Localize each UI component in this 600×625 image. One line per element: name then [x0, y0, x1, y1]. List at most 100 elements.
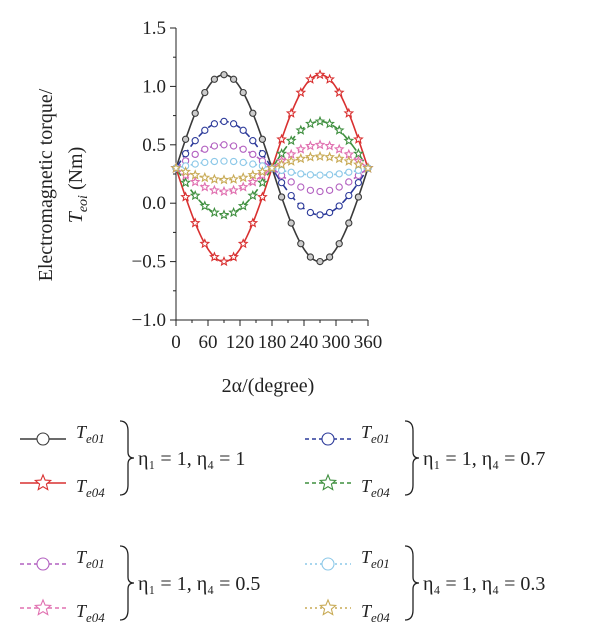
legend-symbol: T [76, 476, 88, 496]
circle-marker [220, 71, 228, 79]
star-marker [314, 69, 326, 80]
circle-marker [249, 160, 257, 168]
legend-label: Te04 [76, 601, 105, 625]
circle-marker [325, 186, 334, 195]
star-marker [295, 153, 307, 164]
star-marker [318, 598, 338, 616]
y-tick-label: −1.0 [132, 310, 166, 331]
circle-marker [239, 126, 247, 134]
star-marker [266, 162, 278, 173]
y-axis-title-subscript: eoi [76, 195, 91, 212]
x-tick-label: 360 [354, 332, 383, 353]
star-marker [324, 73, 335, 84]
star-marker [257, 177, 268, 188]
circle-marker [297, 183, 305, 191]
star-marker [237, 171, 249, 183]
star-marker [333, 143, 345, 154]
circle-marker [306, 186, 315, 195]
circle-marker [306, 208, 315, 217]
star-marker [170, 162, 182, 173]
x-axis-title: 2α/(degree) [222, 375, 315, 397]
y-axis-title-line1: Electromagnetic torque/ [35, 88, 57, 281]
legend-brace [119, 420, 135, 496]
circle-marker [181, 135, 190, 143]
legend-label: Te04 [361, 601, 390, 625]
star-marker [305, 140, 316, 151]
circle-marker [325, 208, 334, 217]
circle-marker [325, 253, 334, 261]
legend-subscript: e04 [371, 485, 390, 500]
circle-marker [321, 557, 335, 571]
star-marker [324, 140, 335, 151]
legend-symbol: T [76, 422, 88, 442]
legend-label: Te04 [361, 476, 390, 500]
circle-marker [229, 75, 238, 83]
circle-marker [201, 145, 209, 153]
circle-marker [316, 171, 324, 179]
legend-subscript: e01 [371, 556, 390, 571]
y-tick-label: 1.0 [142, 76, 166, 97]
star-marker [285, 155, 297, 166]
star-marker [285, 107, 297, 118]
legend-label: Te01 [361, 422, 390, 446]
circle-marker [321, 432, 335, 446]
star-marker [247, 169, 259, 180]
star-marker [180, 166, 191, 177]
torque-chart: −1.0 −0.5 0.0 0.5 1.0 1.5 0 60 120 180 240 300 360 E… [35, 18, 383, 397]
star-marker [247, 176, 259, 187]
circle-marker [335, 240, 343, 248]
y-tick-label: 1.5 [142, 18, 166, 39]
circle-marker [249, 109, 257, 117]
circle-marker [201, 88, 209, 97]
star-marker [343, 107, 355, 118]
star-marker [189, 169, 201, 180]
circle-marker [277, 166, 286, 175]
star-marker [180, 169, 191, 180]
star-marker [276, 158, 287, 170]
star-marker [333, 86, 345, 98]
legend-label: Te01 [76, 547, 105, 571]
circle-marker [325, 171, 334, 179]
legend-brace [404, 545, 420, 621]
star-marker [180, 191, 191, 202]
circle-marker [229, 142, 238, 150]
star-marker [305, 151, 316, 162]
star-marker [199, 171, 211, 183]
circle-marker [239, 88, 247, 97]
circle-marker [258, 135, 267, 143]
circle-marker [335, 183, 343, 191]
star-marker [189, 217, 201, 228]
star-marker [189, 176, 201, 187]
star-marker [237, 200, 249, 211]
star-marker [324, 151, 335, 162]
circle-marker [297, 170, 305, 178]
legend-subscript: e04 [86, 485, 105, 500]
star-marker [285, 135, 297, 146]
circle-marker [316, 211, 324, 219]
star-marker [228, 173, 239, 184]
star-marker [209, 206, 220, 218]
star-marker [276, 133, 287, 144]
star-marker [237, 181, 249, 192]
x-tick-label: 0 [171, 332, 181, 353]
circle-marker [210, 157, 219, 166]
star-marker [209, 251, 220, 262]
star-marker [33, 473, 53, 491]
star-marker [314, 150, 326, 162]
legend-condition: η₁ = 1, η₄ = 1 [138, 448, 245, 470]
star-marker [362, 162, 374, 173]
circle-marker [345, 168, 353, 176]
star-marker [199, 238, 211, 249]
circle-marker [316, 187, 324, 196]
y-axis-title-unit: (Nm) [65, 147, 87, 195]
circle-marker [287, 178, 295, 186]
star-marker [314, 139, 326, 150]
star-marker [295, 124, 307, 135]
star-marker [209, 173, 220, 184]
circle-marker [345, 178, 353, 186]
circle-marker [249, 137, 257, 145]
star-marker [257, 166, 268, 177]
star-marker [247, 217, 259, 228]
